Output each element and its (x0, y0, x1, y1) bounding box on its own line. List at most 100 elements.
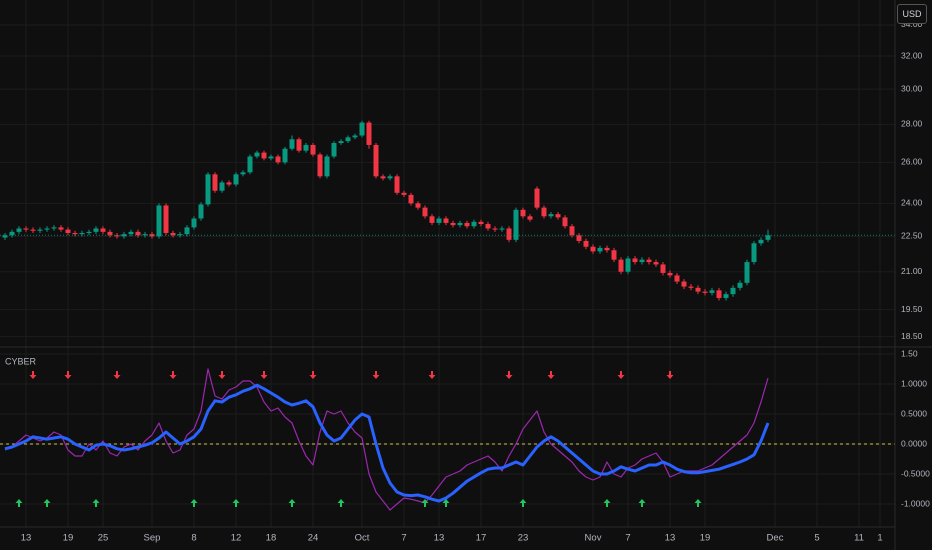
candle-body (471, 221, 477, 227)
candle-body (303, 144, 309, 151)
candle-body (450, 222, 456, 226)
candle-body (408, 194, 414, 204)
candle-body (618, 259, 624, 272)
grid (0, 0, 895, 527)
candle-body (751, 243, 757, 263)
y-tick-label: 30.00 (901, 83, 923, 93)
y-tick-label: 0.0000 (901, 438, 927, 448)
candle-body (527, 216, 533, 220)
candle-body (9, 231, 15, 236)
candle-body (282, 148, 288, 163)
x-tick-label: 8 (191, 533, 196, 544)
candle-body (548, 214, 554, 217)
sell-arrow (64, 371, 72, 379)
x-tick-label: 13 (665, 533, 676, 544)
candle-body (16, 228, 22, 232)
candle-body (163, 205, 169, 233)
candle-body (506, 228, 512, 240)
candle-body (135, 231, 141, 236)
candle-body (205, 174, 211, 205)
buy-arrow (337, 499, 345, 507)
candle-body (653, 262, 659, 265)
candle-body (513, 209, 519, 240)
candle-body (723, 294, 729, 298)
x-tick-label: 13 (434, 533, 445, 544)
candle-body (646, 259, 652, 263)
candle-body (128, 231, 134, 235)
candle-body (30, 229, 36, 231)
candle-body (478, 221, 484, 225)
sell-arrow (29, 371, 37, 379)
candle-body (65, 229, 71, 233)
candle-body (611, 250, 617, 260)
candle-body (695, 287, 701, 292)
buy-arrow (519, 499, 527, 507)
candle-body (338, 141, 344, 144)
candle-body (765, 235, 771, 240)
candle-body (716, 290, 722, 298)
x-tick-label: 5 (814, 533, 819, 544)
buy-arrow (15, 499, 23, 507)
candle-body (639, 259, 645, 263)
y-tick-label: 22.50 (901, 231, 923, 241)
currency-button[interactable]: USD (897, 4, 927, 24)
x-tick-label: 12 (231, 533, 242, 544)
x-tick-label: Nov (585, 533, 602, 544)
x-tick-label: 24 (308, 533, 319, 544)
x-tick-label: 13 (21, 533, 32, 544)
candle-body (352, 135, 358, 138)
buy-arrow (694, 499, 702, 507)
candle-body (366, 122, 372, 145)
candle-body (520, 209, 526, 217)
x-tick-label: 11 (854, 533, 864, 544)
candle-body (156, 205, 162, 237)
buy-arrow (421, 499, 429, 507)
candle-body (198, 204, 204, 219)
candle-body (758, 239, 764, 244)
x-tick-label: Oct (355, 533, 370, 544)
sell-arrow (260, 371, 268, 379)
sell-arrow (113, 371, 121, 379)
candle-body (485, 224, 491, 229)
labels: 13 19 25 Sep 8 12 18 24 Oct 7 13 17 23 Nov 7 13 19 Dec 5 11… (21, 19, 930, 543)
x-tick-label: 17 (476, 533, 487, 544)
candle-body (457, 222, 463, 226)
x-tick-label: Sep (144, 533, 161, 544)
candle-body (254, 152, 260, 157)
candle-body (310, 144, 316, 155)
candle-body (191, 218, 197, 228)
sell-arrow (218, 371, 226, 379)
candle-body (268, 156, 274, 159)
candle-body (590, 246, 596, 252)
y-tick-label: 28.00 (901, 119, 923, 129)
candle-body (219, 182, 225, 191)
candle-body (107, 231, 113, 236)
candle-body (142, 234, 148, 236)
x-tick-label: 1 (877, 533, 882, 544)
buy-arrow (638, 499, 646, 507)
candle-body (737, 282, 743, 288)
candle-body (324, 156, 330, 177)
candle-body (674, 275, 680, 282)
y-tick-label: 26.00 (901, 157, 923, 167)
candle-body (562, 217, 568, 227)
x-tick-label: 18 (266, 533, 277, 544)
candle-body (58, 227, 64, 230)
x-tick-label: 23 (518, 533, 529, 544)
candle-body (583, 240, 589, 247)
candle-body (100, 228, 106, 232)
candle-body (247, 156, 253, 173)
candle-body (93, 228, 99, 232)
candle-body (492, 228, 498, 230)
buy-arrow (43, 499, 51, 507)
candle-body (170, 232, 176, 236)
candle-body (464, 222, 470, 227)
sell-arrow (309, 371, 317, 379)
candle-body (114, 235, 120, 237)
candle-body (317, 154, 323, 177)
y-tick-label: 1.0000 (901, 378, 927, 388)
candle-body (702, 291, 708, 293)
